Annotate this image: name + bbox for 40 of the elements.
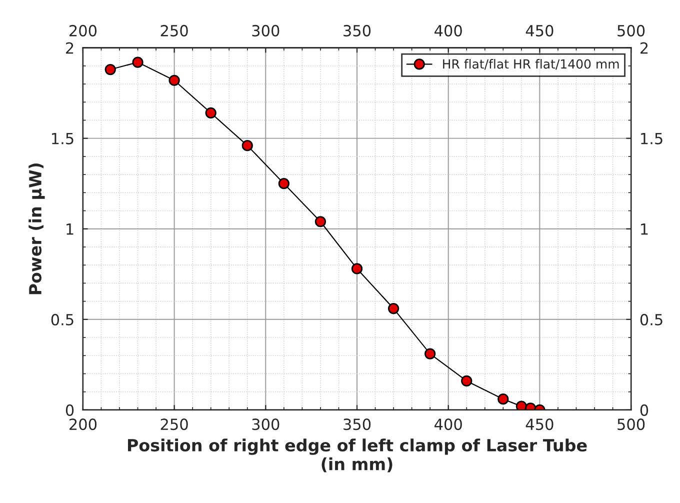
- y-tick-label: 0: [66, 404, 74, 416]
- y2-tick-label: 1.5: [641, 132, 662, 144]
- x-tick-label: 300: [252, 418, 280, 430]
- x2-tick-label: 300: [252, 24, 280, 36]
- point: [461, 375, 472, 387]
- point: [278, 178, 290, 190]
- x-tick-label: 350: [344, 418, 371, 430]
- x-tick-label: 400: [434, 418, 462, 430]
- x2-tick-label: 200: [70, 24, 97, 36]
- point: [168, 74, 180, 86]
- point: [388, 302, 400, 314]
- y2-tick-label: 2: [640, 42, 648, 54]
- x2-tick-label: 500: [618, 24, 645, 36]
- point: [424, 348, 436, 360]
- point: [104, 64, 116, 76]
- point: [498, 394, 509, 405]
- y-tick-label: 1.5: [52, 132, 74, 144]
- y2-tick-label: 1: [641, 224, 648, 235]
- x-axis-title: Position of right edge of left clamp of Laser Tube (in mm): [128, 438, 587, 472]
- x2-tick-label: 250: [160, 24, 188, 36]
- point: [516, 400, 527, 410]
- y2-tick-label: 0: [640, 404, 648, 416]
- x2-tick-label: 400: [434, 24, 462, 36]
- legend-label: HR flat/flat HR flat/1400 mm: [443, 59, 619, 70]
- y-tick-label: 1: [66, 224, 74, 235]
- point: [242, 140, 253, 152]
- point: [205, 107, 216, 119]
- y-tick-label: 0.5: [51, 314, 74, 326]
- y2-tick-label: 0.5: [640, 314, 662, 326]
- x-tick-label: 200: [70, 418, 97, 430]
- x-tick-label: 450: [526, 418, 554, 430]
- point: [314, 216, 326, 228]
- x-tick-label: 250: [160, 418, 188, 430]
- point: [132, 56, 144, 68]
- y-tick-label: 2: [66, 42, 74, 54]
- x2-tick-label: 450: [526, 24, 554, 36]
- x-tick-label: 500: [618, 418, 645, 430]
- y-axis-title: Power (in µW): [28, 163, 45, 294]
- point: [351, 263, 363, 274]
- x2-tick-label: 350: [344, 24, 371, 36]
